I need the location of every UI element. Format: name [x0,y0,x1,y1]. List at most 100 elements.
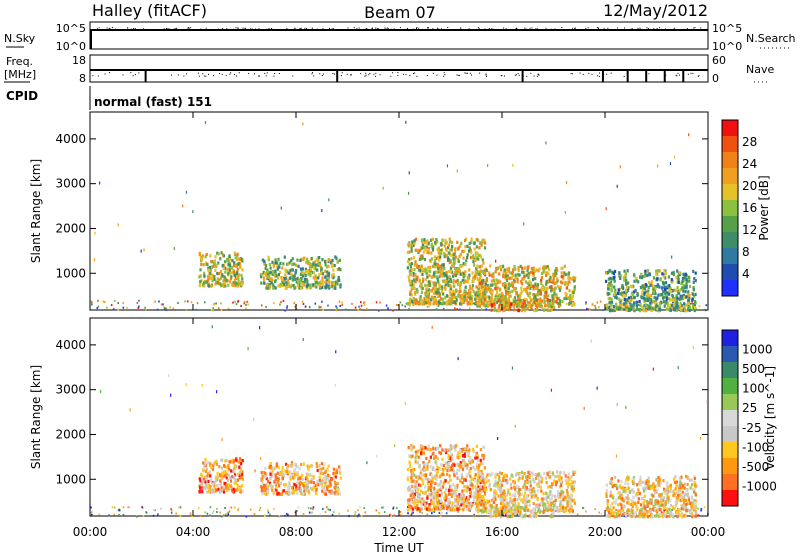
power-echo-cell [205,252,208,257]
power-echo-cell [332,272,335,277]
velocity-scatter-cell [331,513,334,516]
nsky-frame [89,21,709,50]
power-scatter-cell [314,302,317,305]
power-echo-cell [495,278,498,282]
power-echo-cell [652,307,655,311]
velocity-echo-cell [304,483,308,488]
power-scatter-cell [203,301,206,304]
power-echo-cell [332,285,336,289]
power-echo-cell [653,306,657,310]
power-echo-cell [497,299,500,303]
power-echo-cell [288,261,291,265]
power-scatter-cell [246,300,249,303]
power-echo-cell [500,291,503,296]
power-echo-cell [658,301,661,306]
power-scatter-cell [454,307,456,310]
velocity-echo-cell [225,459,228,463]
power-scatter-cell [321,300,323,303]
velocity-scatter-cell [441,511,443,514]
nsearch-dot [427,27,429,29]
nave-dot [413,72,415,74]
velocity-scatter-cell [582,506,585,509]
nave-dot [350,74,352,76]
velocity-echo-cell [315,465,319,469]
power-echo-cell [540,278,543,283]
nave-dot [198,75,200,77]
power-echo-cell [490,279,494,283]
velocity-echo-cell [467,503,470,507]
velocity-echo-cell [447,480,450,485]
nsearch-dot [190,27,192,29]
power-speck-cell [382,186,384,190]
power-echo-cell [264,263,268,268]
nsearch-dot [554,28,556,30]
nsearch-dot [406,27,408,29]
power-echo-cell [508,298,511,303]
power-echo-cell [286,269,289,273]
power-scatter-cell [345,308,348,311]
power-echo-cell [632,301,636,305]
velocity-echo-cell [312,481,315,485]
velocity-echo-cell [297,486,300,490]
power-echo-cell [427,295,430,299]
power-echo-cell [272,271,275,276]
power-echo-cell [680,308,683,312]
power-echo-cell [525,289,528,293]
power-echo-cell [210,284,213,288]
power-echo-cell [408,299,411,303]
velocity-echo-cell [269,465,272,470]
velocity-echo-cell [446,505,449,509]
power-echo-cell [325,282,328,286]
power-echo-cell [507,269,510,273]
nsearch-dot [386,27,388,29]
power-echo-cell [224,270,227,274]
power-echo-cell [693,308,696,313]
velocity-scatter-cell [189,511,192,514]
velocity-echo-cell [434,492,437,496]
power-echo-cell [682,293,686,297]
velocity-echo-cell [476,496,479,500]
power-echo-cell [324,260,327,264]
velocity-echo-cell [484,486,487,490]
power-echo-cell [411,285,414,289]
power-echo-cell [520,290,523,294]
power-echo-cell [334,286,337,290]
power-echo-cell [505,271,508,275]
velocity-echo-cell [295,484,298,488]
power-echo-cell [442,292,445,296]
power-echo-cell [566,283,569,287]
velocity-speck-cell [366,461,368,465]
velocity-echo-cell [336,481,339,486]
velocity-echo-cell [475,507,478,511]
velocity-echo-cell [202,468,205,473]
velocity-scatter-cell [431,512,433,515]
power-echo-cell [290,273,293,277]
nave-dot [234,74,236,76]
velocity-echo-cell [327,478,331,482]
power-echo-cell [285,285,288,289]
power-echo-cell [656,272,659,276]
velocity-echo-cell [318,478,322,483]
power-echo-cell [641,305,644,309]
power-echo-cell [520,280,523,284]
velocity-echo-cell [296,465,299,469]
power-echo-cell [306,261,310,266]
velocity-echo-cell [523,483,526,487]
power-echo-cell [427,251,431,255]
power-echo-cell [452,293,456,297]
power-echo-cell [553,300,556,304]
velocity-echo-cell [448,497,451,502]
power-echo-cell [334,255,337,259]
velocity-scatter-cell [175,512,177,515]
power-echo-cell [526,281,530,285]
velocity-scatter-cell [258,509,261,512]
power-echo-cell [644,272,647,276]
velocity-scatter-cell [209,506,212,509]
power-echo-cell [498,264,502,269]
velocity-scatter-cell [632,512,635,515]
power-echo-cell [550,288,553,292]
power-echo-cell [533,300,536,305]
power-echo-cell [266,275,269,279]
velocity-echo-cell [434,481,437,486]
velocity-scatter-cell [697,507,699,510]
